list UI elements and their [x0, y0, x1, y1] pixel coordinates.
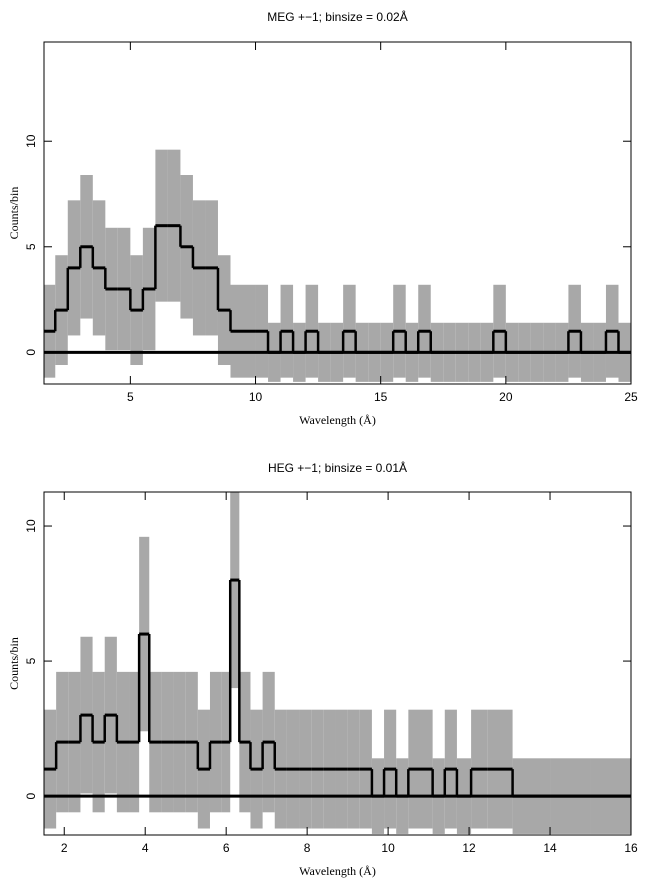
x-tick-label: 10 [249, 390, 263, 404]
chart-title: MEG +−1; binsize = 0.02Å [267, 9, 407, 24]
x-tick-label: 4 [142, 841, 149, 855]
y-tick-label: 5 [24, 243, 38, 250]
y-tick-label: 0 [24, 792, 38, 799]
error-band [230, 492, 240, 689]
x-tick-label: 12 [462, 841, 476, 855]
x-axis-label: Wavelength (Å) [299, 413, 376, 427]
x-tick-label: 25 [624, 390, 638, 404]
y-tick-label: 0 [24, 349, 38, 356]
plot-area [44, 492, 631, 834]
x-tick-label: 10 [381, 841, 395, 855]
x-tick-label: 8 [304, 841, 311, 855]
frame [43, 491, 632, 836]
y-tick-label: 10 [24, 519, 38, 533]
x-tick-label: 20 [499, 390, 513, 404]
plot-area [44, 149, 631, 382]
x-tick-label: 15 [374, 390, 388, 404]
y-axis-label: Counts/bin [7, 637, 21, 690]
frame [43, 41, 632, 385]
y-axis-label: Counts/bin [7, 187, 21, 240]
x-tick-label: 14 [543, 841, 557, 855]
y-tick-label: 5 [24, 657, 38, 664]
x-axis-label: Wavelength (Å) [299, 864, 376, 878]
chart-title: HEG +−1; binsize = 0.01Å [268, 460, 407, 475]
x-tick-label: 2 [61, 841, 68, 855]
x-tick-label: 5 [127, 390, 134, 404]
x-tick-label: 6 [223, 841, 230, 855]
y-tick-label: 10 [24, 134, 38, 148]
x-tick-label: 16 [624, 841, 638, 855]
